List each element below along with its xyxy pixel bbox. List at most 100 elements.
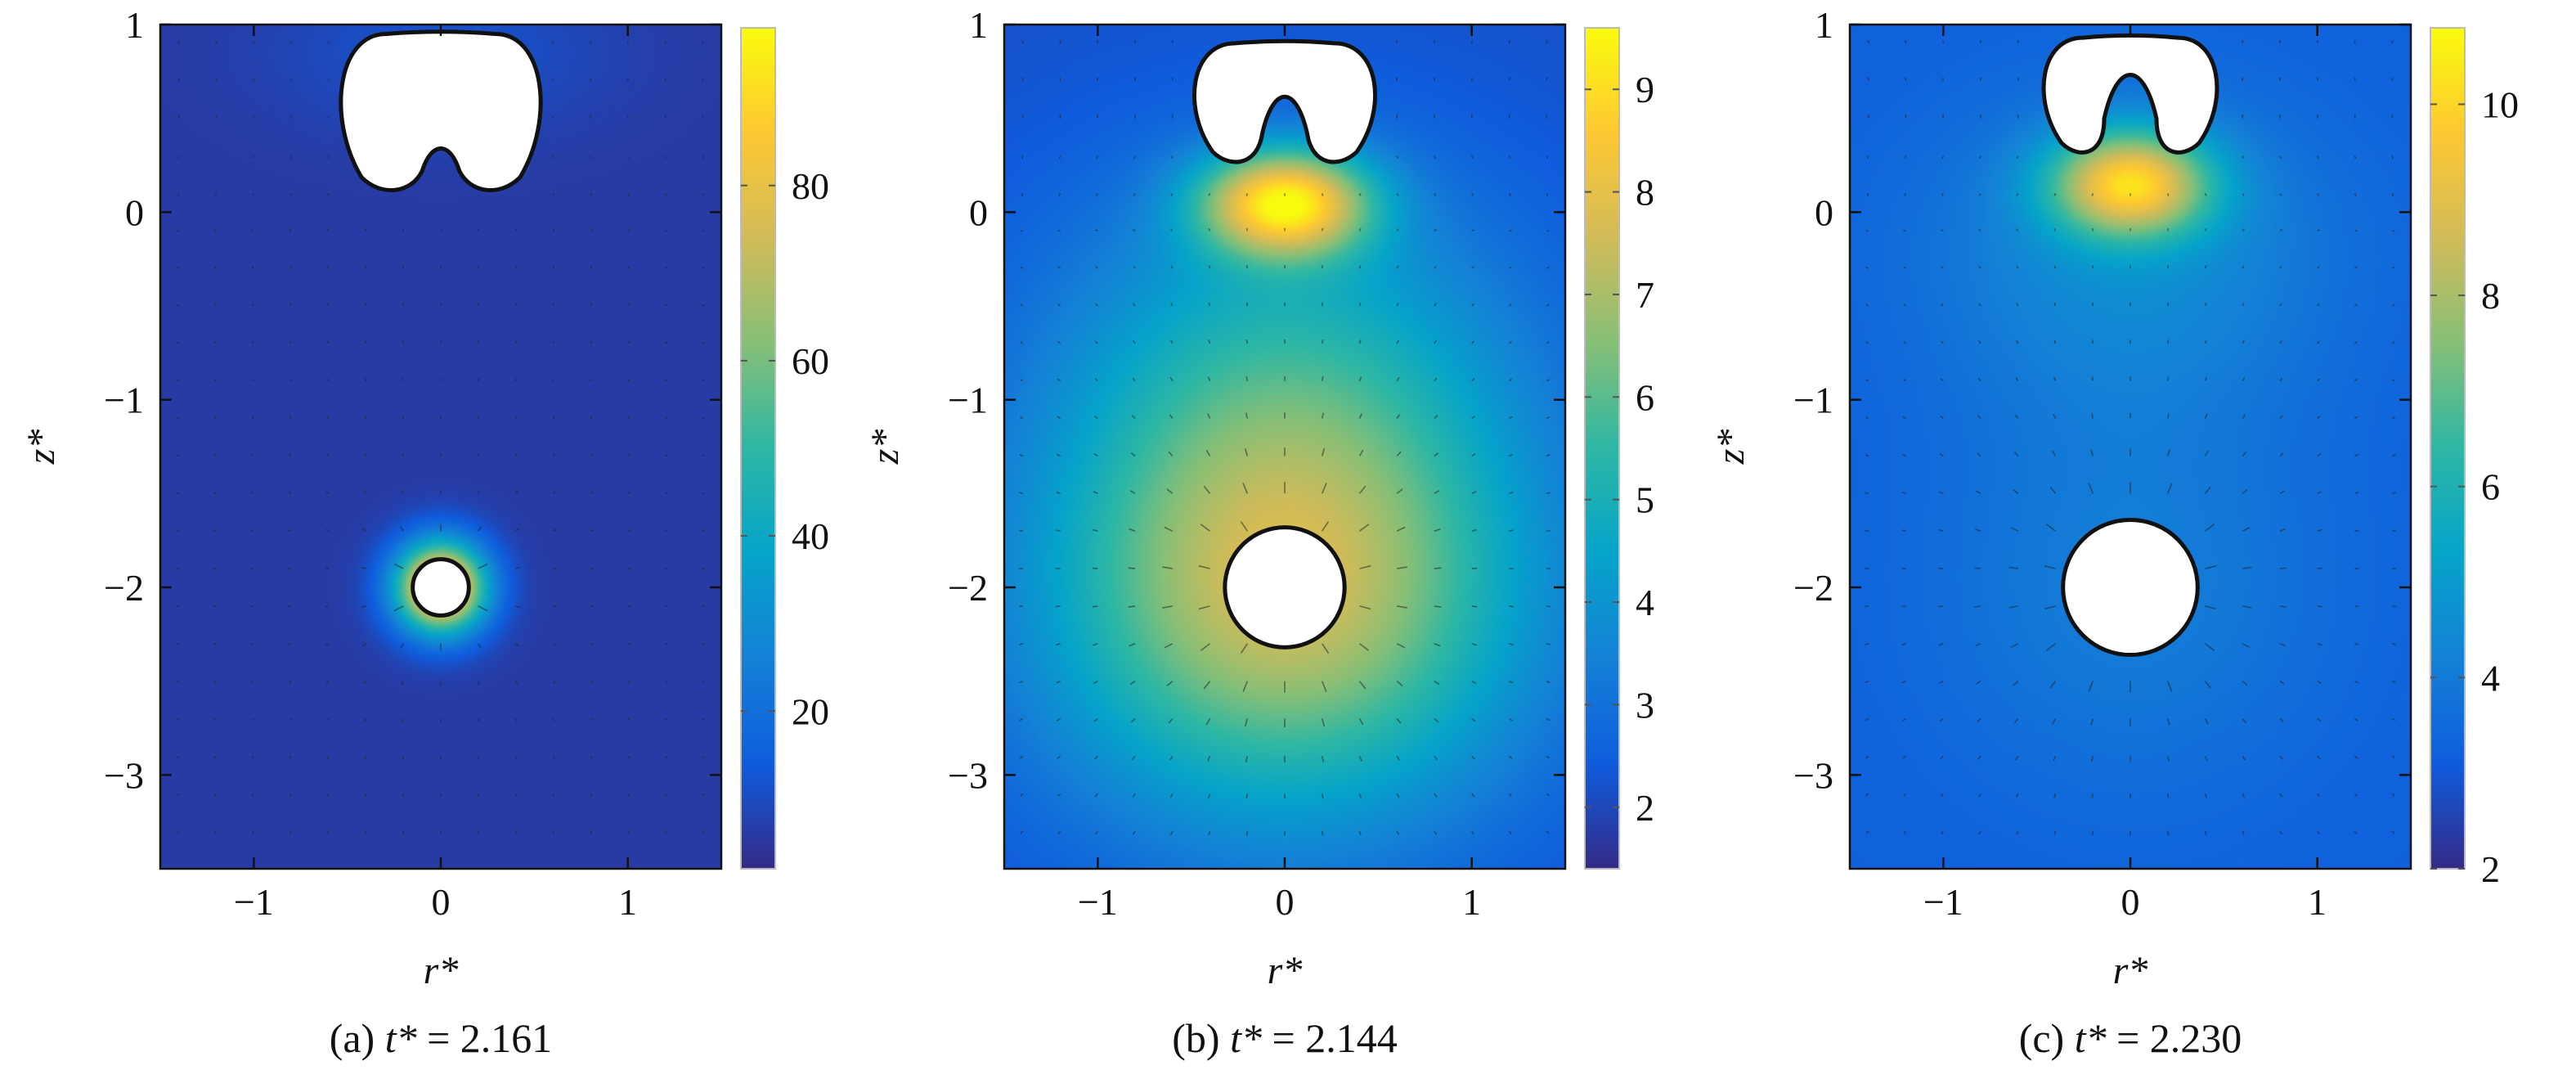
velocity-vector bbox=[552, 643, 557, 646]
velocity-vector bbox=[251, 830, 254, 834]
velocity-vector bbox=[1019, 454, 1024, 457]
velocity-vector bbox=[1133, 303, 1136, 307]
velocity-vector bbox=[326, 416, 330, 420]
velocity-vector bbox=[1471, 340, 1475, 344]
velocity-vector bbox=[1321, 375, 1324, 381]
velocity-vector bbox=[1471, 192, 1474, 196]
velocity-vector bbox=[1200, 643, 1210, 651]
velocity-vector bbox=[2391, 605, 2396, 608]
velocity-vector bbox=[1019, 643, 1024, 645]
velocity-vector bbox=[1057, 378, 1061, 382]
velocity-vector bbox=[2204, 718, 2209, 725]
bubble-lower bbox=[411, 557, 471, 618]
velocity-vector bbox=[401, 681, 405, 686]
velocity-vector bbox=[1902, 717, 1907, 722]
velocity-vector bbox=[252, 155, 255, 159]
x-tick-label: 1 bbox=[618, 881, 637, 923]
velocity-vector bbox=[1132, 228, 1136, 232]
velocity-vector bbox=[1941, 266, 1944, 269]
velocity-vector bbox=[1434, 192, 1437, 196]
velocity-vector bbox=[627, 492, 631, 495]
velocity-vector bbox=[1978, 265, 1981, 269]
velocity-vector bbox=[251, 717, 254, 722]
velocity-vector bbox=[1546, 830, 1550, 834]
velocity-vector bbox=[1169, 339, 1174, 344]
velocity-vector bbox=[1097, 77, 1099, 81]
velocity-vector bbox=[2391, 114, 2394, 119]
velocity-vector bbox=[1396, 643, 1406, 649]
velocity-vector bbox=[702, 643, 706, 645]
velocity-vector bbox=[176, 529, 180, 532]
colorbar-tick-label: 7 bbox=[1636, 274, 1654, 316]
colorbar-tick-label: 6 bbox=[2481, 466, 2500, 508]
velocity-vector bbox=[1168, 717, 1174, 724]
velocity-vector bbox=[1322, 643, 1330, 654]
velocity-vector bbox=[552, 266, 555, 269]
velocity-vector bbox=[552, 793, 555, 797]
velocity-vector bbox=[2354, 453, 2358, 457]
velocity-vector bbox=[213, 266, 218, 269]
velocity-vector bbox=[1169, 793, 1174, 798]
velocity-vector bbox=[1358, 265, 1362, 269]
velocity-vector bbox=[2317, 266, 2320, 269]
velocity-vector bbox=[2091, 265, 2094, 269]
velocity-vector bbox=[288, 529, 292, 532]
velocity-vector bbox=[1019, 492, 1024, 495]
velocity-vector bbox=[2242, 265, 2245, 269]
velocity-vector bbox=[1244, 447, 1249, 456]
velocity-vector bbox=[1901, 680, 1906, 684]
velocity-vector bbox=[477, 340, 480, 344]
velocity-vector bbox=[1205, 718, 1211, 726]
velocity-vector bbox=[1358, 449, 1364, 456]
velocity-vector bbox=[2014, 414, 2019, 420]
velocity-vector bbox=[590, 192, 593, 196]
velocity-vector bbox=[213, 717, 218, 721]
velocity-vector bbox=[1434, 605, 1442, 608]
velocity-vector bbox=[1397, 566, 1407, 569]
velocity-vector bbox=[1508, 155, 1511, 160]
y-axis-label: z* bbox=[1709, 429, 1752, 465]
y-tick-label: 0 bbox=[125, 191, 144, 233]
velocity-vector bbox=[1245, 412, 1249, 419]
velocity-vector bbox=[1471, 528, 1477, 532]
velocity-vector bbox=[478, 643, 482, 649]
velocity-vector bbox=[702, 341, 706, 344]
velocity-vector bbox=[627, 605, 631, 608]
velocity-vector bbox=[552, 155, 554, 159]
velocity-vector bbox=[1207, 413, 1211, 419]
velocity-vector bbox=[1094, 415, 1098, 420]
velocity-vector bbox=[213, 416, 218, 420]
velocity-vector bbox=[627, 680, 631, 684]
velocity-vector bbox=[2242, 452, 2247, 457]
velocity-vector bbox=[1434, 643, 1441, 647]
y-tick-label: 1 bbox=[969, 4, 988, 46]
velocity-vector bbox=[664, 830, 668, 834]
velocity-vector bbox=[289, 755, 292, 759]
velocity-vector bbox=[1321, 718, 1326, 727]
y-tick-label: −1 bbox=[948, 380, 988, 421]
velocity-vector bbox=[2354, 193, 2357, 196]
velocity-vector bbox=[325, 453, 330, 457]
velocity-vector bbox=[627, 830, 631, 834]
velocity-vector bbox=[1058, 193, 1061, 196]
velocity-vector bbox=[325, 643, 330, 646]
velocity-vector bbox=[590, 155, 592, 159]
velocity-vector bbox=[251, 416, 254, 420]
velocity-vector bbox=[2279, 192, 2282, 196]
velocity-vector bbox=[1434, 377, 1438, 382]
velocity-vector bbox=[515, 643, 519, 647]
velocity-vector bbox=[2354, 229, 2358, 232]
velocity-vector bbox=[1939, 491, 1944, 495]
colorbar-tick-label: 5 bbox=[1636, 479, 1654, 521]
velocity-vector bbox=[664, 266, 668, 269]
velocity-vector bbox=[1434, 228, 1438, 232]
velocity-vector bbox=[251, 303, 254, 307]
velocity-vector bbox=[325, 605, 329, 608]
velocity-vector bbox=[477, 452, 480, 456]
velocity-vector bbox=[627, 755, 631, 759]
velocity-vector bbox=[1240, 643, 1248, 654]
velocity-vector bbox=[2279, 452, 2284, 457]
velocity-vector bbox=[176, 755, 180, 758]
heatmap-field bbox=[160, 25, 721, 869]
velocity-vector bbox=[2204, 376, 2208, 381]
